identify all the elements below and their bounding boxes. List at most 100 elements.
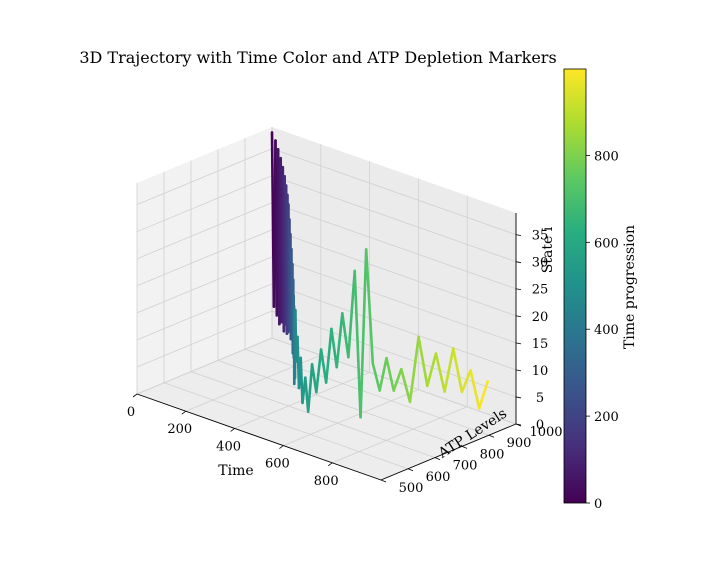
trajectory-segment bbox=[385, 356, 395, 392]
left-pane bbox=[137, 127, 272, 394]
z-grid-left bbox=[136, 229, 273, 287]
z-grid-left bbox=[136, 256, 273, 314]
gridlines bbox=[136, 127, 517, 481]
z-grid-back bbox=[271, 148, 517, 236]
z-tick-label: 5 bbox=[536, 391, 544, 406]
trajectory-segment bbox=[315, 348, 323, 394]
x-tick-mark bbox=[230, 428, 235, 432]
trajectory-segment bbox=[306, 362, 314, 413]
trajectory-segment bbox=[324, 327, 333, 384]
z-tick-mark bbox=[515, 423, 522, 426]
colorbar-tick-label: 200 bbox=[594, 410, 619, 425]
z-tick-mark bbox=[515, 396, 522, 399]
y-grid-floor bbox=[190, 371, 436, 458]
trajectory-segment bbox=[353, 269, 362, 419]
x-axis-label: Time bbox=[218, 463, 253, 479]
trajectory-segment bbox=[319, 348, 328, 384]
z-grid-left bbox=[136, 310, 273, 368]
z-grid-back bbox=[271, 229, 517, 317]
trajectory-segment bbox=[451, 347, 464, 394]
z-grid-back bbox=[271, 310, 517, 398]
axes bbox=[136, 213, 517, 481]
chart-title: 3D Trajectory with Time Color and ATP De… bbox=[79, 48, 556, 67]
trajectory-segment bbox=[330, 327, 339, 369]
y-tick-label: 500 bbox=[399, 481, 424, 496]
y-tick-mark bbox=[407, 468, 414, 472]
colorbar-label: Time progression bbox=[622, 225, 638, 349]
trajectory-segment bbox=[477, 380, 489, 410]
x-tick-label: 600 bbox=[265, 457, 290, 472]
trajectory-segment bbox=[347, 269, 357, 359]
z-tick-label: 35 bbox=[532, 229, 549, 244]
z-grid-back bbox=[271, 256, 517, 344]
trajectory-segment bbox=[378, 356, 388, 392]
z-grid-back bbox=[271, 175, 517, 263]
x-tick-label: 0 bbox=[127, 405, 135, 420]
trajectory-segment bbox=[460, 369, 472, 394]
colorbar-tick-label: 600 bbox=[594, 236, 619, 251]
z-grid-left bbox=[136, 175, 273, 233]
y-tick-label: 900 bbox=[507, 436, 532, 451]
colorbar-tick-label: 800 bbox=[594, 149, 619, 164]
y-tick-label: 700 bbox=[453, 459, 478, 474]
z-tick-mark bbox=[515, 369, 522, 372]
z-tick-mark bbox=[515, 342, 522, 345]
back-pane bbox=[272, 127, 516, 424]
y-tick-mark bbox=[434, 457, 441, 460]
y-tick-label: 1000 bbox=[529, 425, 562, 440]
trajectory-segment bbox=[364, 248, 375, 365]
x-tick-mark bbox=[132, 393, 138, 398]
trajectory-segment bbox=[335, 312, 344, 369]
y-tick-mark bbox=[488, 434, 495, 438]
trajectory-segment bbox=[425, 352, 438, 388]
z-tick-label: 20 bbox=[532, 310, 549, 325]
colorbar bbox=[563, 68, 587, 504]
colorbar-tick-label: 0 bbox=[594, 497, 602, 512]
z-tick-label: 15 bbox=[532, 337, 549, 352]
trajectory-segment bbox=[469, 369, 481, 410]
z-grid-left bbox=[136, 337, 273, 395]
z-grid-back bbox=[271, 202, 517, 290]
x-tick-mark bbox=[279, 445, 284, 449]
z-grid-back bbox=[271, 337, 517, 425]
x-grid-floor bbox=[332, 406, 468, 464]
z-tick-label: 0 bbox=[536, 418, 544, 433]
colorbar-tick-label: 400 bbox=[594, 323, 619, 338]
z-grid-left bbox=[136, 148, 273, 206]
x-tick-mark bbox=[181, 410, 187, 415]
z-tick-mark bbox=[515, 315, 522, 318]
z-tick-mark bbox=[515, 261, 522, 264]
y-grid-floor bbox=[244, 348, 490, 436]
z-grid-left bbox=[136, 202, 273, 260]
colorbar-ticks: 0 200 400 600 800 bbox=[586, 149, 619, 512]
z-tick-label: 25 bbox=[532, 283, 549, 298]
z-tick-label: 10 bbox=[532, 364, 549, 379]
x-tick-label: 400 bbox=[216, 439, 241, 454]
trajectory-segment bbox=[408, 335, 420, 404]
z-tick-mark bbox=[515, 288, 522, 291]
trajectory-segment bbox=[434, 352, 446, 393]
z-grid-left bbox=[136, 283, 273, 341]
trajectory-segment bbox=[359, 248, 368, 419]
x-axis-line bbox=[136, 393, 382, 481]
x-tick-label: 800 bbox=[314, 474, 339, 489]
trajectory-segment bbox=[341, 312, 350, 359]
y-grid-floor bbox=[217, 360, 463, 447]
z-axis-label: State i bbox=[540, 226, 556, 273]
z-tick-label: 30 bbox=[532, 256, 549, 271]
x-grid-floor bbox=[283, 389, 419, 446]
trajectory-segment bbox=[443, 347, 455, 393]
x-tick-label: 200 bbox=[167, 422, 192, 437]
trajectory-segment bbox=[371, 361, 381, 392]
trajectory-segment bbox=[400, 367, 412, 404]
y-tick-mark bbox=[461, 446, 468, 449]
y-grid-floor bbox=[163, 382, 409, 470]
y-tick-label: 800 bbox=[480, 447, 505, 462]
z-grid-back bbox=[271, 283, 517, 371]
trajectory-segment bbox=[392, 367, 403, 392]
trajectory-segment bbox=[417, 335, 429, 388]
y-axis-line bbox=[380, 423, 517, 481]
y-tick-label: 600 bbox=[426, 470, 451, 485]
floor-pane bbox=[137, 338, 516, 480]
